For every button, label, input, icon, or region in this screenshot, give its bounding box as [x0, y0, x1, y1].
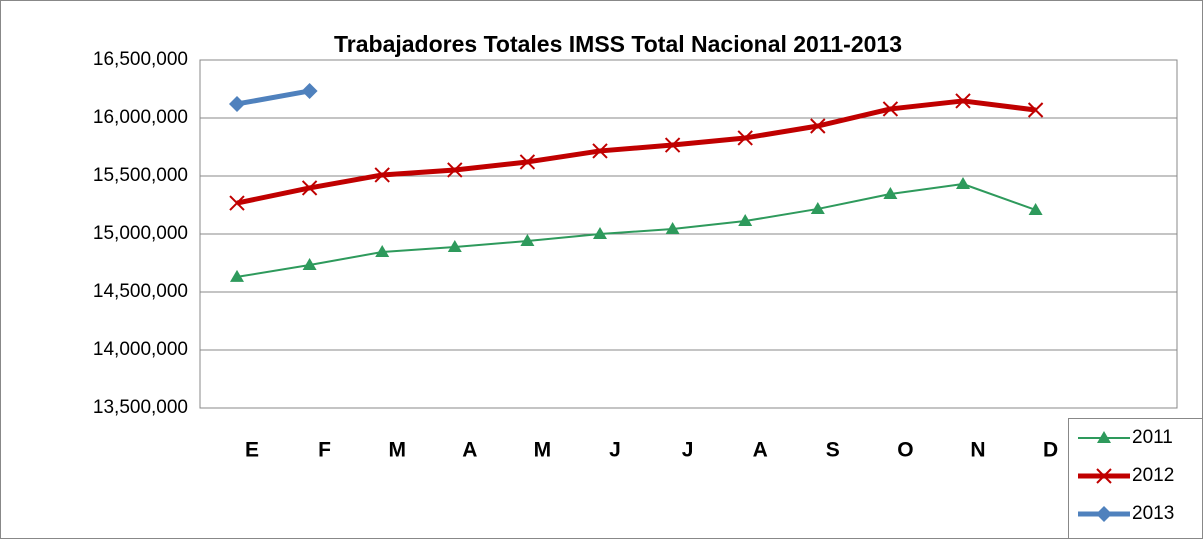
marker [302, 257, 317, 270]
marker [301, 180, 318, 196]
marks [229, 82, 1044, 282]
marker [1027, 102, 1044, 118]
x-tick-label: E [245, 439, 259, 462]
marker [229, 95, 245, 112]
marker [737, 130, 753, 146]
marker [883, 186, 898, 199]
marker [810, 118, 826, 134]
x-tick-label: A [753, 439, 768, 462]
y-tick-label: 14,500,000 [93, 281, 188, 302]
marker [301, 82, 318, 99]
marker [665, 222, 680, 235]
marker [519, 154, 536, 170]
x-tick-label: J [682, 439, 694, 462]
legend-label: 2011 [1132, 427, 1173, 448]
x-tick-label: J [609, 439, 621, 462]
x-tick-label: D [1043, 439, 1058, 462]
marker [882, 101, 899, 117]
marker [738, 214, 753, 227]
marker [810, 201, 825, 214]
plot-border [199, 59, 1178, 409]
marker [229, 195, 245, 211]
y-tick-label: 13,500,000 [93, 397, 188, 418]
marker [374, 167, 390, 183]
x-tick-label: M [534, 439, 552, 462]
y-tick-label: 16,500,000 [93, 49, 188, 70]
series-line [236, 88, 311, 107]
y-tick-label: 16,000,000 [93, 107, 188, 128]
y-tick-label: 15,500,000 [93, 165, 188, 186]
marker [955, 93, 971, 109]
x-tick-label: M [388, 439, 406, 462]
chart-title: Trabajadores Totales IMSS Total Nacional… [334, 31, 902, 57]
marker [447, 162, 463, 178]
x-tick-label: F [318, 439, 331, 462]
marker [1096, 506, 1112, 522]
x-tick-label: O [897, 439, 913, 462]
x-tick-label: S [826, 439, 840, 462]
y-tick-label: 14,000,000 [93, 339, 188, 360]
marker [664, 137, 681, 153]
marker [956, 177, 970, 190]
marker [375, 244, 390, 257]
series-line [236, 183, 1036, 278]
y-tick-label: 15,000,000 [93, 223, 188, 244]
legend: 2011 2012 2013 [1078, 427, 1174, 524]
legend-label: 2013 [1132, 503, 1174, 524]
marker [593, 227, 607, 239]
marker [1097, 431, 1111, 443]
marker [447, 239, 462, 252]
marker [592, 143, 608, 159]
series-line [236, 98, 1036, 206]
x-tick-label: N [970, 439, 985, 462]
marker [230, 269, 244, 282]
x-tick-label: A [462, 439, 477, 462]
marker [520, 233, 535, 246]
marker [1028, 202, 1043, 215]
marker [1096, 468, 1112, 484]
legend-label: 2012 [1132, 465, 1174, 486]
